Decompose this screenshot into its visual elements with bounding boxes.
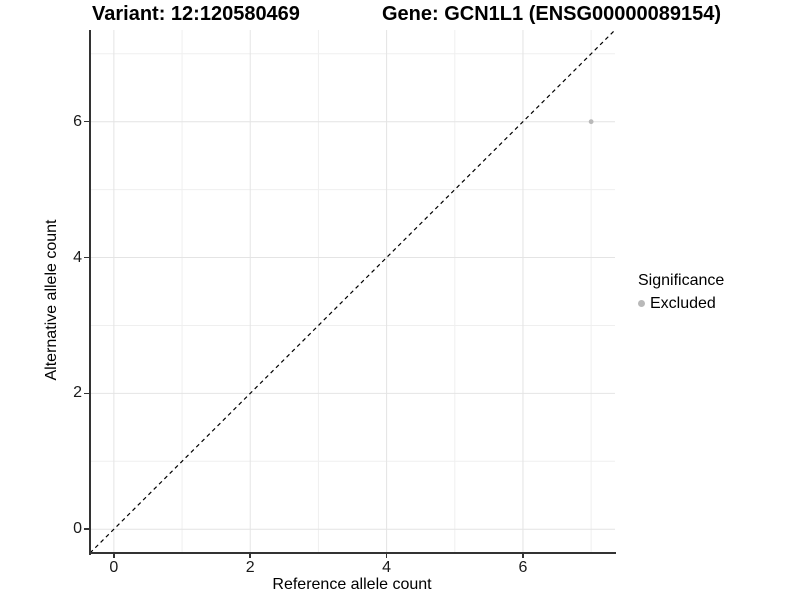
plot-canvas xyxy=(90,30,615,553)
x-axis-line xyxy=(89,552,616,554)
x-tick-label: 6 xyxy=(518,559,528,576)
y-tick-mark xyxy=(84,256,89,259)
legend-entry: Excluded xyxy=(638,294,724,313)
data-point xyxy=(588,119,594,125)
y-tick-mark xyxy=(84,120,89,123)
legend-entry-label: Excluded xyxy=(650,295,716,312)
y-tick-mark xyxy=(84,528,89,530)
y-axis-line xyxy=(89,30,91,555)
x-tick-mark xyxy=(522,553,524,558)
y-tick-label: 6 xyxy=(73,112,82,130)
y-tick-label: 0 xyxy=(73,520,82,538)
x-tick-mark xyxy=(385,553,388,558)
y-tick-label: 4 xyxy=(73,248,82,266)
legend: Significance Excluded xyxy=(638,271,724,313)
x-tick-mark xyxy=(249,553,251,558)
y-tick-mark xyxy=(84,392,89,395)
plot-panel xyxy=(90,30,615,553)
legend-key-dot-icon xyxy=(638,300,645,307)
y-axis-label: Alternative allele count xyxy=(43,219,60,381)
x-tick-mark xyxy=(113,553,115,558)
x-tick-label: 2 xyxy=(245,559,255,576)
legend-title: Significance xyxy=(638,272,725,289)
title-variant: Variant: 12:120580469 xyxy=(92,3,300,25)
title-gene: Gene: GCN1L1 (ENSG00000089154) xyxy=(382,3,722,25)
identity-line xyxy=(90,30,615,553)
x-tick-label: 0 xyxy=(109,559,119,576)
y-tick-label: 2 xyxy=(73,384,82,402)
x-tick-label: 4 xyxy=(382,559,392,576)
x-axis-label: Reference allele count xyxy=(272,576,432,593)
